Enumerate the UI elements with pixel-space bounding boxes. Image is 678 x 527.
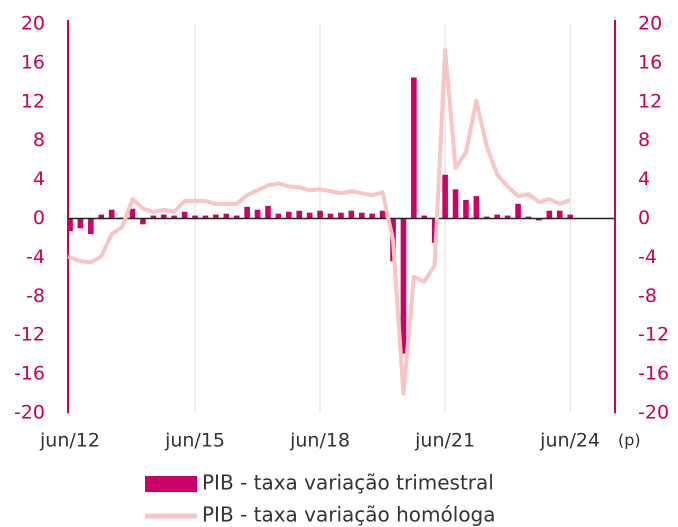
y2-tick-label: -4 — [638, 246, 657, 268]
bar — [233, 215, 240, 219]
bar — [286, 211, 292, 219]
bar — [254, 209, 261, 219]
y2-tick-label: 0 — [638, 207, 650, 229]
y2-tick-label: 4 — [638, 168, 650, 190]
y2-tick-label: 12 — [638, 90, 662, 112]
bar — [275, 213, 282, 219]
legend-label: PIB - taxa variação trimestral — [202, 471, 494, 495]
bar — [129, 208, 136, 219]
bar — [358, 212, 365, 219]
bar — [77, 218, 84, 229]
bar — [421, 215, 428, 219]
bar — [473, 196, 480, 219]
bar — [536, 218, 542, 221]
bar — [556, 210, 563, 219]
y-tick-label: 12 — [21, 90, 45, 112]
bar — [181, 211, 188, 219]
bar — [463, 200, 469, 219]
y2-tick-label: -8 — [638, 285, 657, 307]
bar — [484, 216, 490, 219]
bar — [442, 174, 448, 219]
bar — [494, 214, 501, 219]
x-tick-label: jun/24 — [539, 430, 600, 452]
bar — [296, 210, 303, 219]
bar — [515, 203, 521, 219]
bar — [348, 210, 355, 219]
y-tick-label: -4 — [26, 246, 45, 268]
y-tick-label: -16 — [14, 363, 45, 385]
bar — [140, 218, 146, 225]
bar — [504, 215, 511, 219]
bar — [160, 214, 167, 219]
y-tick-label: 8 — [33, 129, 45, 151]
y2-tick-label: 8 — [638, 129, 650, 151]
bar — [192, 215, 198, 219]
bar — [223, 213, 230, 219]
bar — [400, 218, 407, 354]
x-tick-label: jun/12 — [39, 430, 100, 452]
y2-tick-label: 20 — [638, 13, 662, 35]
bar — [379, 210, 386, 219]
bar — [317, 210, 323, 219]
bar — [108, 209, 115, 219]
bar — [244, 206, 250, 219]
x-tick-label: jun/15 — [164, 430, 225, 452]
y-tick-label: 0 — [33, 207, 45, 229]
bar — [213, 214, 219, 219]
bar — [150, 215, 157, 219]
bar — [567, 214, 573, 219]
y-tick-label: -20 — [14, 402, 45, 424]
bar — [338, 212, 344, 219]
x-tick-label: jun/21 — [414, 430, 475, 452]
bar — [202, 215, 209, 219]
y-tick-label: -12 — [14, 324, 45, 346]
y2-tick-label: -20 — [638, 402, 669, 424]
y2-tick-label: -16 — [638, 363, 669, 385]
bar — [171, 215, 177, 219]
y-tick-label: 16 — [21, 51, 45, 73]
y-tick-label: -8 — [26, 285, 45, 307]
bar — [327, 213, 334, 219]
bar — [67, 218, 73, 232]
legend-swatch — [145, 476, 197, 492]
bar — [88, 218, 94, 235]
bar — [525, 216, 532, 219]
bar — [98, 214, 105, 219]
bar — [452, 189, 459, 219]
bar — [306, 212, 313, 219]
y-tick-label: 4 — [33, 168, 45, 190]
annotation: (p) — [618, 431, 641, 450]
y2-tick-label: 16 — [638, 51, 662, 73]
bar — [546, 210, 553, 219]
legend-label: PIB - taxa variação homóloga — [202, 503, 496, 527]
bar — [411, 77, 417, 219]
bar — [369, 213, 375, 219]
y-tick-label: 20 — [21, 13, 45, 35]
x-tick-label: jun/18 — [289, 430, 350, 452]
y2-tick-label: -12 — [638, 324, 669, 346]
line — [67, 48, 571, 396]
bar — [265, 205, 271, 219]
